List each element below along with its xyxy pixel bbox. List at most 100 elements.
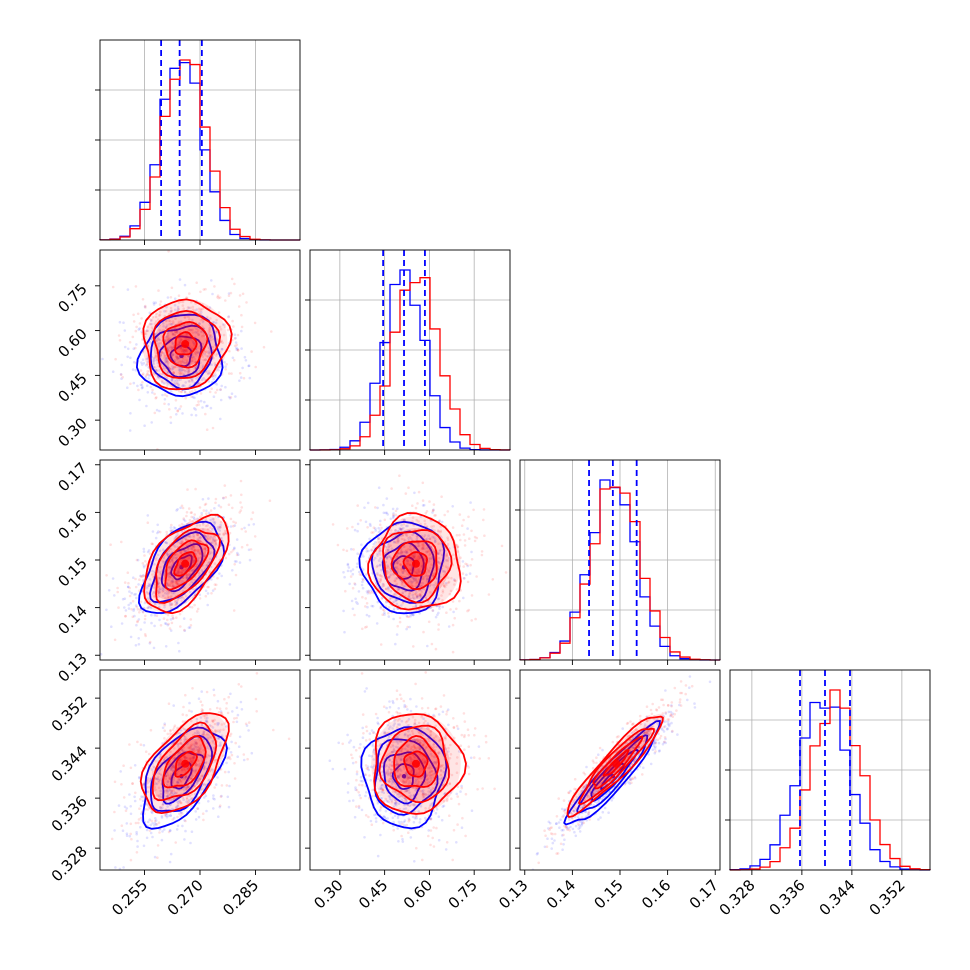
scatter-point bbox=[188, 573, 191, 577]
scatter-point bbox=[403, 518, 406, 522]
scatter-point bbox=[227, 805, 231, 809]
scatter-point bbox=[398, 616, 402, 620]
scatter-point bbox=[175, 382, 178, 386]
scatter-point bbox=[364, 794, 367, 798]
scatter-point bbox=[434, 647, 438, 651]
scatter-point bbox=[402, 781, 406, 784]
scatter-point bbox=[445, 553, 449, 556]
scatter-point bbox=[409, 776, 413, 779]
scatter-point bbox=[192, 747, 196, 751]
scatter-point bbox=[201, 703, 204, 707]
scatter-point bbox=[426, 778, 429, 781]
scatter-point bbox=[398, 563, 402, 566]
scatter-point bbox=[428, 537, 432, 541]
scatter-point bbox=[404, 539, 407, 542]
scatter-point bbox=[191, 318, 194, 322]
scatter-point bbox=[445, 611, 448, 614]
scatter-point bbox=[179, 346, 182, 350]
scatter-point bbox=[396, 723, 400, 726]
scatter-point bbox=[428, 591, 432, 594]
scatter-point bbox=[455, 607, 458, 611]
scatter-point bbox=[425, 579, 429, 582]
scatter-point bbox=[132, 360, 136, 364]
scatter-point bbox=[180, 748, 184, 752]
scatter-point bbox=[177, 554, 180, 557]
scatter-point bbox=[172, 353, 175, 356]
scatter-point bbox=[176, 508, 179, 511]
scatter-point bbox=[167, 702, 171, 705]
scatter-point bbox=[443, 569, 446, 573]
scatter-point bbox=[407, 537, 410, 540]
scatter-point bbox=[247, 721, 251, 724]
scatter-point bbox=[172, 591, 176, 595]
scatter-point bbox=[180, 359, 184, 363]
scatter-point bbox=[181, 360, 185, 363]
scatter-point bbox=[234, 336, 237, 340]
panel-2d-3-0 bbox=[99, 669, 301, 871]
scatter-point bbox=[232, 720, 235, 724]
scatter-point bbox=[220, 711, 223, 715]
scatter-point bbox=[135, 558, 139, 562]
scatter-point bbox=[391, 507, 395, 511]
scatter-point bbox=[168, 337, 172, 340]
scatter-point bbox=[169, 575, 172, 579]
scatter-point bbox=[189, 511, 193, 514]
scatter-point bbox=[166, 584, 169, 588]
scatter-point bbox=[229, 525, 233, 528]
scatter-point bbox=[135, 325, 138, 329]
scatter-point bbox=[382, 815, 386, 818]
scatter-point bbox=[182, 517, 185, 520]
scatter-point bbox=[161, 559, 165, 563]
scatter-point bbox=[185, 361, 189, 364]
scatter-point bbox=[199, 552, 202, 556]
scatter-point bbox=[165, 622, 168, 625]
scatter-point bbox=[422, 503, 426, 507]
scatter-point bbox=[447, 580, 451, 584]
scatter-point bbox=[391, 750, 394, 754]
scatter-point bbox=[163, 814, 167, 817]
scatter-point bbox=[175, 791, 179, 795]
scatter-point bbox=[126, 347, 130, 351]
scatter-point bbox=[401, 534, 404, 537]
scatter-point bbox=[195, 717, 199, 721]
scatter-point bbox=[187, 306, 191, 310]
scatter-point bbox=[425, 778, 429, 782]
scatter-point bbox=[180, 768, 184, 772]
scatter-point bbox=[171, 559, 174, 563]
scatter-point bbox=[348, 582, 351, 586]
scatter-point bbox=[470, 550, 473, 554]
scatter-point bbox=[149, 728, 153, 732]
scatter-point bbox=[163, 729, 166, 732]
scatter-point bbox=[177, 569, 180, 572]
scatter-point bbox=[176, 571, 180, 574]
scatter-point bbox=[170, 596, 173, 599]
scatter-point bbox=[176, 780, 180, 783]
scatter-point bbox=[136, 839, 139, 843]
scatter-point bbox=[409, 563, 412, 567]
scatter-point bbox=[369, 819, 373, 823]
scatter-point bbox=[166, 790, 169, 794]
scatter-point bbox=[234, 573, 238, 577]
scatter-point bbox=[124, 615, 127, 618]
scatter-point bbox=[194, 352, 198, 355]
scatter-point bbox=[390, 782, 394, 785]
scatter-point bbox=[219, 526, 222, 529]
scatter-point bbox=[162, 617, 166, 620]
scatter-point bbox=[441, 569, 445, 573]
scatter-point bbox=[182, 518, 186, 522]
scatter-point bbox=[166, 618, 169, 622]
scatter-point bbox=[417, 568, 421, 571]
scatter-point bbox=[151, 542, 154, 546]
scatter-point bbox=[428, 584, 432, 588]
scatter-point bbox=[139, 743, 143, 746]
scatter-point bbox=[374, 541, 377, 544]
scatter-point bbox=[414, 578, 418, 582]
scatter-point bbox=[155, 408, 159, 412]
scatter-point bbox=[169, 791, 173, 795]
scatter-point bbox=[176, 307, 180, 311]
scatter-point bbox=[431, 509, 435, 512]
scatter-point bbox=[146, 776, 150, 780]
scatter-point bbox=[165, 357, 169, 360]
scatter-point bbox=[344, 589, 347, 593]
scatter-point bbox=[196, 549, 200, 552]
